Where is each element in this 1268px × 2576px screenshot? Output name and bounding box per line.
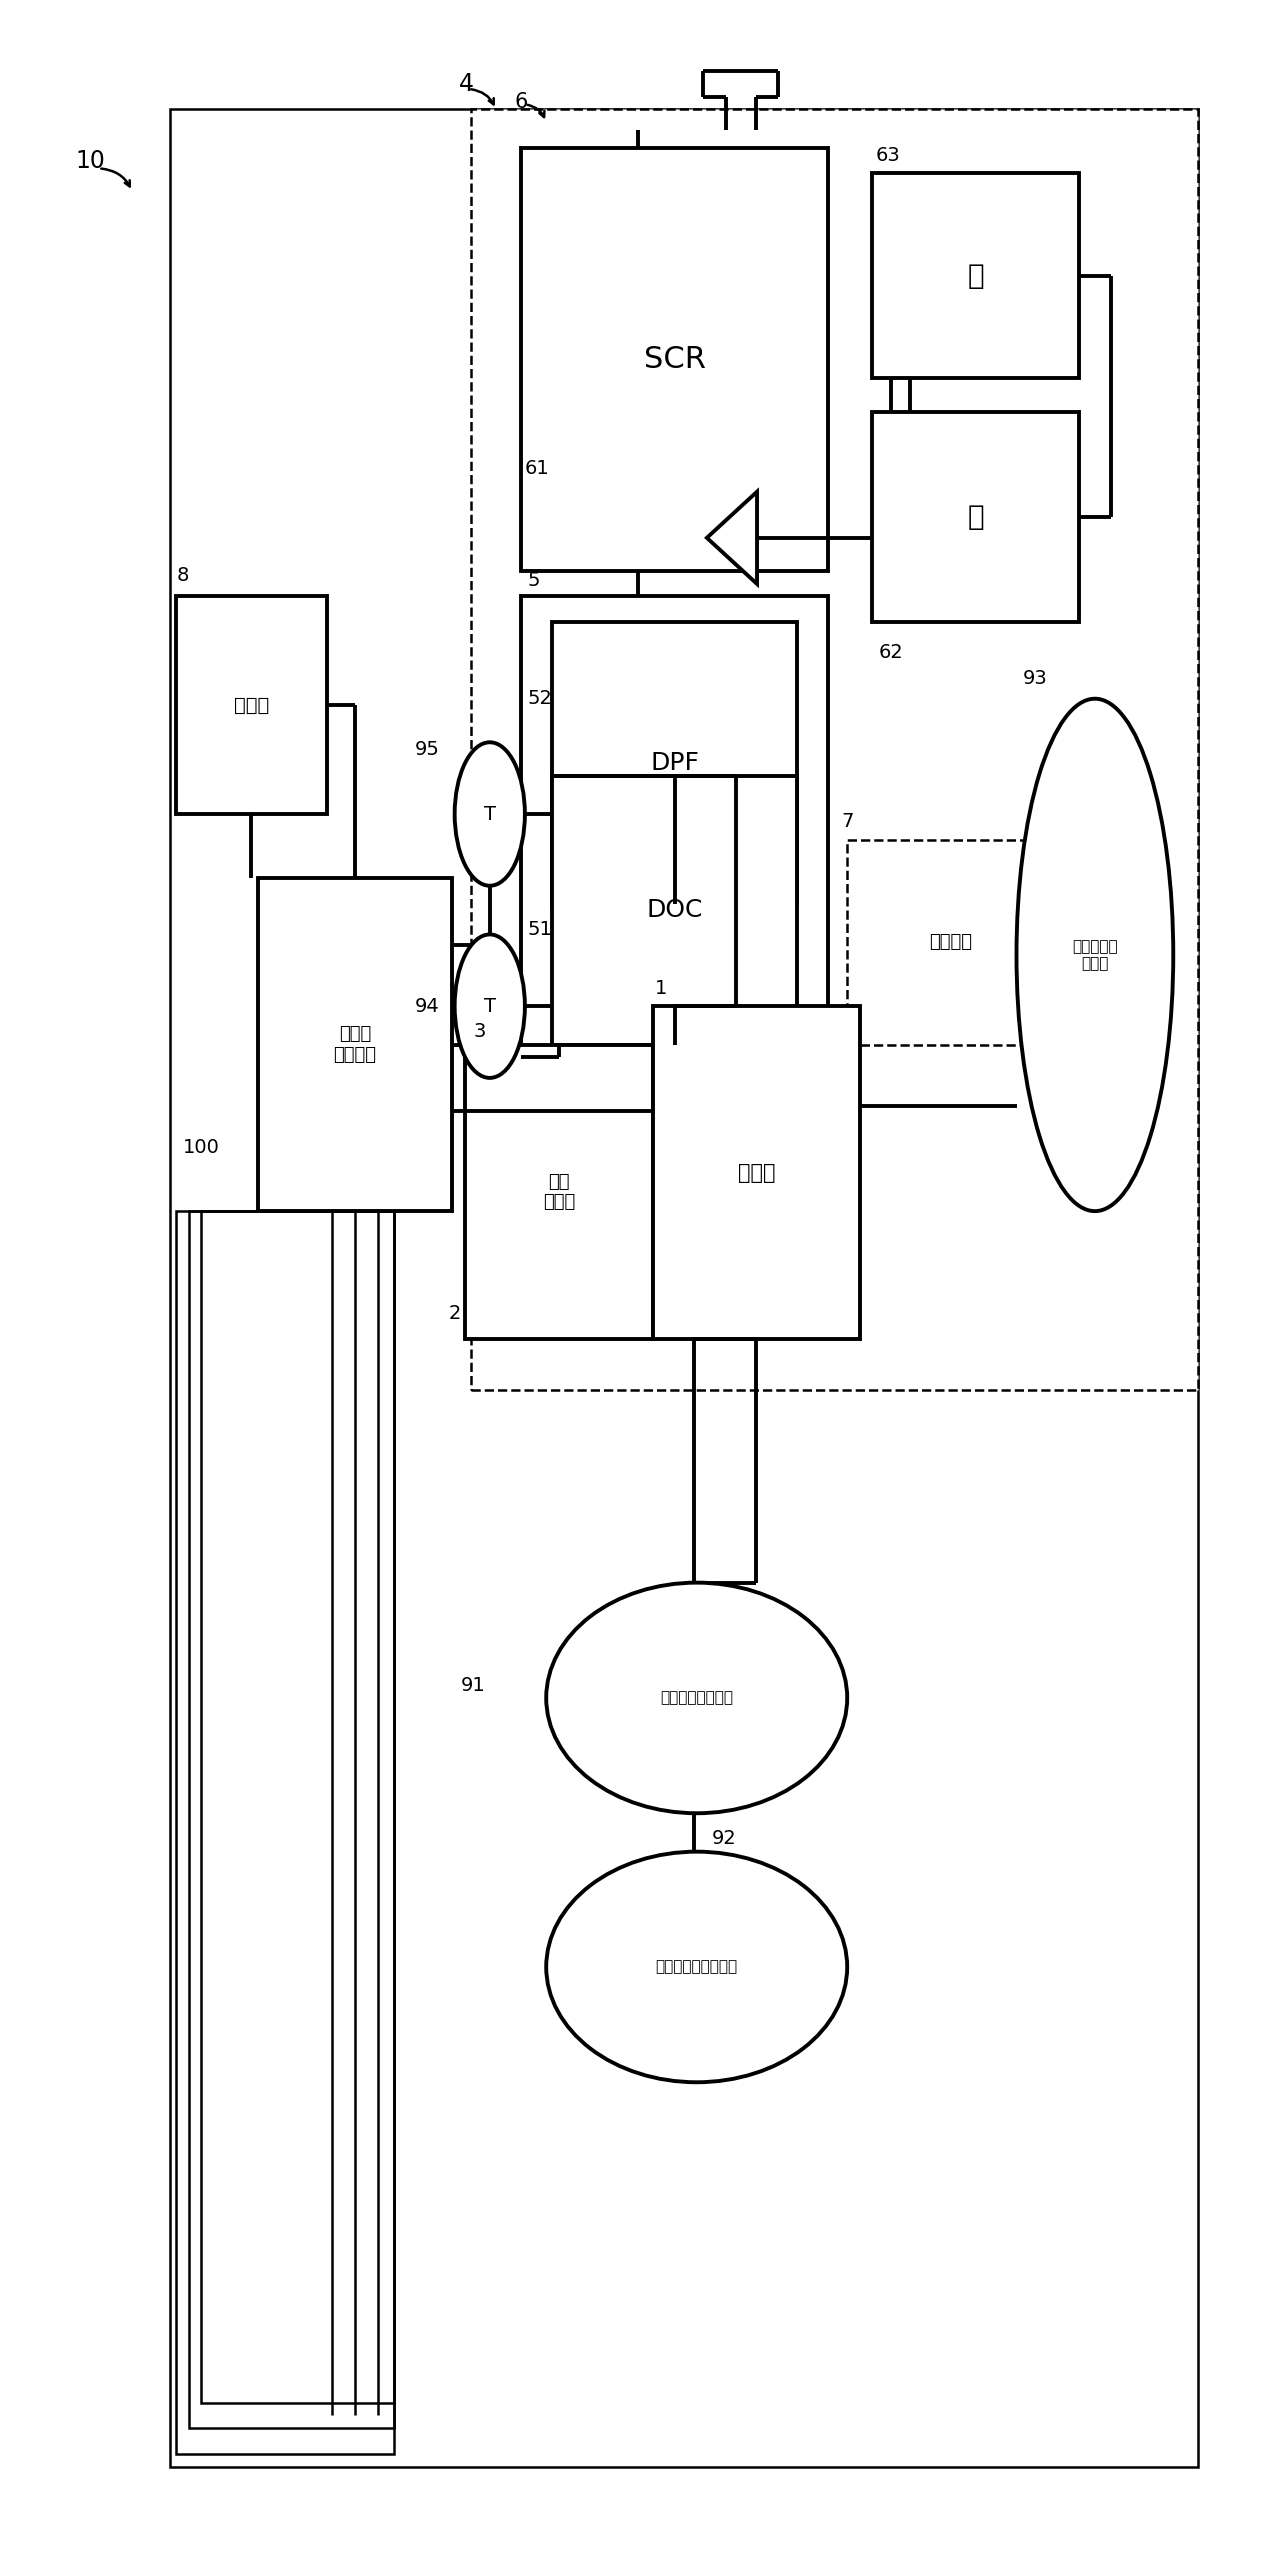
Text: 槽: 槽	[967, 263, 984, 291]
Bar	[170, 108, 1198, 2468]
Polygon shape	[706, 492, 757, 585]
Bar	[470, 108, 1198, 1391]
Text: 52: 52	[527, 690, 553, 708]
Text: 3: 3	[473, 1023, 486, 1041]
Text: 发动机旋轪
传感器: 发动机旋轪 传感器	[1071, 938, 1117, 971]
Bar	[176, 1211, 394, 2455]
Text: 94: 94	[415, 997, 439, 1015]
Bar	[653, 1007, 860, 1340]
Text: 发动机
控制装置: 发动机 控制装置	[333, 1025, 377, 1064]
Bar	[202, 1211, 394, 2403]
Text: 1: 1	[656, 979, 668, 997]
Text: 8: 8	[176, 567, 189, 585]
Text: 浡轮
增压器: 浡轮 增压器	[543, 1172, 574, 1211]
Text: 10: 10	[76, 149, 105, 173]
Text: SCR: SCR	[644, 345, 706, 374]
Text: 6: 6	[515, 93, 529, 111]
Text: T: T	[484, 997, 496, 1015]
Text: 51: 51	[527, 920, 553, 938]
Text: 63: 63	[876, 147, 900, 165]
Ellipse shape	[547, 1582, 847, 1814]
Bar	[872, 412, 1079, 621]
Ellipse shape	[547, 1852, 847, 2081]
Bar	[553, 621, 798, 904]
Text: 62: 62	[879, 644, 903, 662]
Text: 2: 2	[449, 1303, 462, 1324]
Bar	[847, 840, 1054, 1046]
Text: 泵: 泵	[967, 502, 984, 531]
Text: 监视器: 监视器	[233, 696, 269, 714]
Bar	[189, 1211, 394, 2429]
Text: DPF: DPF	[650, 750, 699, 775]
Text: 5: 5	[527, 572, 540, 590]
Text: 进气岐管温度传感器: 进气岐管温度传感器	[656, 1960, 738, 1973]
Ellipse shape	[1017, 698, 1173, 1211]
Text: 92: 92	[711, 1829, 737, 1850]
Text: 100: 100	[183, 1139, 219, 1157]
Circle shape	[455, 742, 525, 886]
Text: 93: 93	[1023, 670, 1047, 688]
Text: 7: 7	[841, 811, 853, 832]
Bar	[521, 595, 828, 1056]
Text: 发动机: 发动机	[738, 1162, 775, 1182]
Bar	[464, 1046, 653, 1340]
Text: 4: 4	[459, 72, 473, 95]
Text: 95: 95	[415, 739, 440, 760]
Bar	[257, 878, 453, 1211]
Bar	[872, 173, 1079, 379]
Text: 91: 91	[462, 1674, 486, 1695]
Bar	[521, 147, 828, 572]
Circle shape	[455, 935, 525, 1077]
Text: T: T	[484, 804, 496, 824]
Text: 升温装置: 升温装置	[929, 933, 973, 951]
Text: DOC: DOC	[647, 899, 702, 922]
Bar	[553, 775, 798, 1046]
Bar	[176, 595, 327, 814]
Text: 61: 61	[525, 459, 549, 477]
Text: 发动机水温传感器: 发动机水温传感器	[661, 1690, 733, 1705]
